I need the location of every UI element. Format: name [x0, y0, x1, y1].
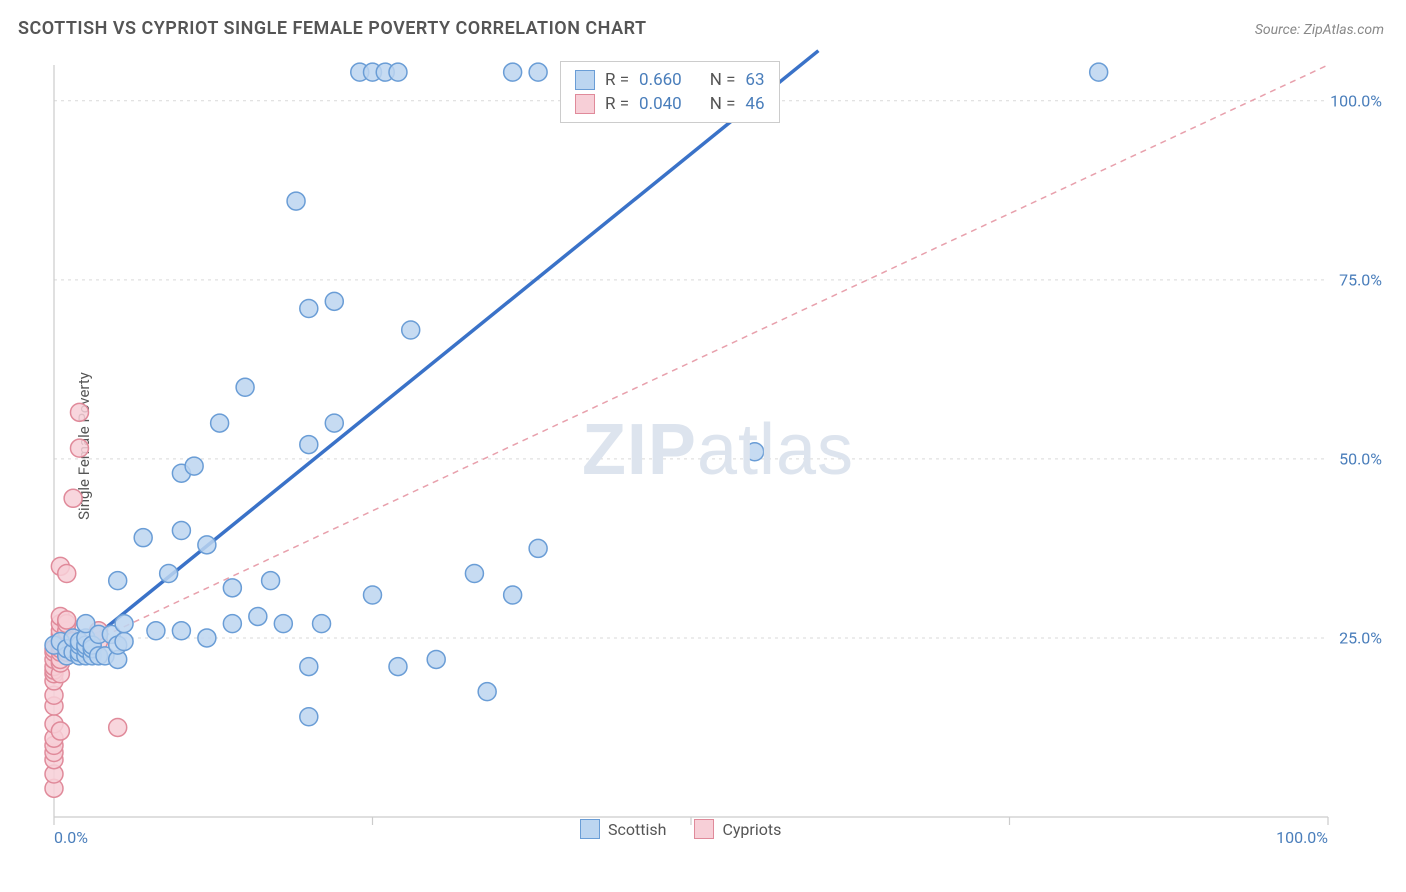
chart-title: SCOTTISH VS CYPRIOT SINGLE FEMALE POVERT…: [18, 18, 647, 39]
legend-swatch: [580, 819, 600, 839]
stats-legend: R = 0.660 N = 63 R = 0.040 N = 46: [560, 61, 780, 123]
stats-legend-row: R = 0.040 N = 46: [575, 92, 765, 116]
watermark: ZIPatlas: [582, 409, 854, 491]
y-tick-label: 25.0%: [1339, 628, 1382, 647]
legend-swatch: [575, 94, 595, 114]
stat-n-label: N =: [710, 70, 736, 90]
legend-swatch: [575, 70, 595, 90]
source-attribution: Source: ZipAtlas.com: [1255, 22, 1384, 38]
stat-n-value: 63: [745, 70, 764, 90]
legend-label: Cypriots: [722, 820, 781, 839]
stat-r-value: 0.040: [639, 94, 682, 114]
legend-item: Scottish: [580, 819, 666, 839]
series-legend: Scottish Cypriots: [580, 819, 781, 839]
stat-n-value: 46: [745, 94, 764, 114]
watermark-bold: ZIP: [582, 410, 697, 490]
legend-label: Scottish: [608, 820, 666, 839]
stat-r-label: R =: [605, 70, 629, 90]
x-tick-label: 100.0%: [1276, 828, 1328, 847]
stat-n-label: N =: [710, 94, 736, 114]
y-tick-label: 75.0%: [1339, 270, 1382, 289]
plot-area: ZIPatlas 25.0% 50.0% 75.0% 100.0% 0.0% 100.0…: [48, 55, 1388, 845]
watermark-light: atlas: [697, 410, 854, 490]
y-tick-label: 50.0%: [1339, 449, 1382, 468]
y-tick-label: 100.0%: [1330, 91, 1382, 110]
stat-r-value: 0.660: [639, 70, 682, 90]
chart-container: SCOTTISH VS CYPRIOT SINGLE FEMALE POVERT…: [0, 0, 1406, 892]
x-tick-label: 0.0%: [54, 828, 88, 847]
stats-legend-row: R = 0.660 N = 63: [575, 68, 765, 92]
stat-r-label: R =: [605, 94, 629, 114]
legend-item: Cypriots: [694, 819, 781, 839]
legend-swatch: [694, 819, 714, 839]
